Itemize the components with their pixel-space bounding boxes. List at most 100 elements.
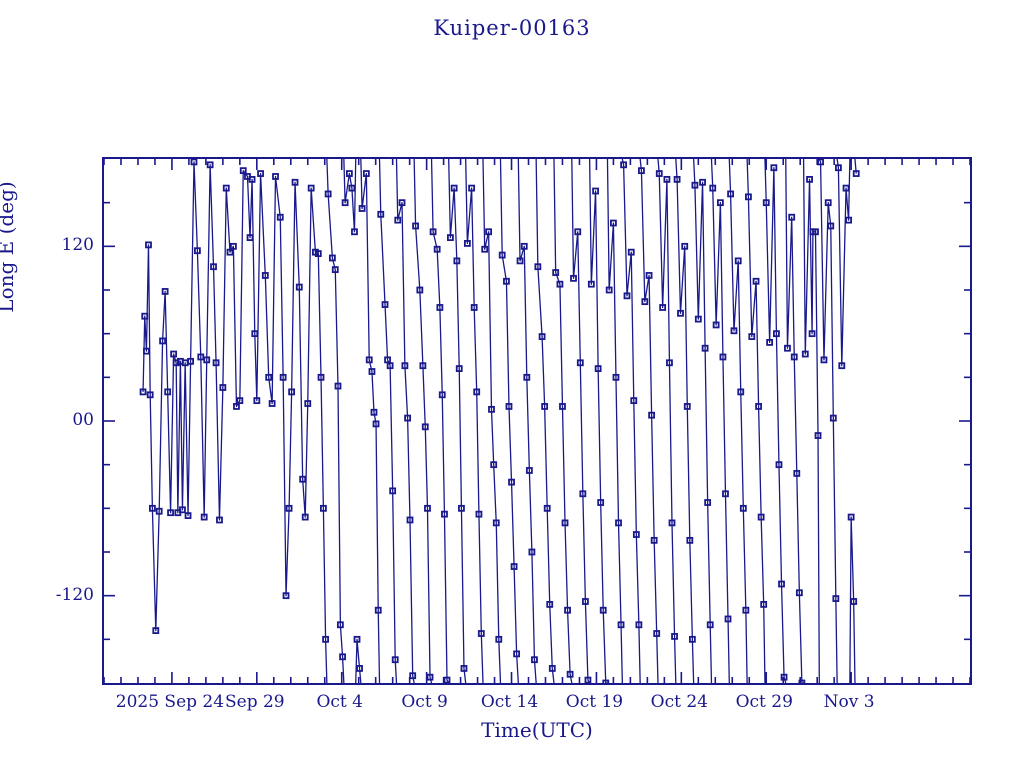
data-point-marker — [295, 283, 303, 291]
series-long-e — [142, 159, 857, 683]
data-point-marker — [719, 353, 727, 361]
data-point-marker — [307, 184, 315, 192]
data-point-marker — [409, 672, 417, 680]
data-point-marker — [845, 216, 852, 224]
data-point-marker — [433, 245, 441, 253]
data-point-marker — [143, 347, 150, 355]
data-point-marker — [477, 630, 485, 637]
data-point-marker — [475, 510, 483, 518]
data-point-marker — [757, 513, 765, 521]
data-point-marker — [510, 563, 518, 570]
data-point-marker — [498, 251, 506, 259]
data-point-marker — [206, 161, 214, 169]
data-point-marker — [627, 248, 635, 256]
data-point-marker — [485, 228, 493, 236]
data-point-marker — [370, 408, 378, 416]
data-point-marker — [458, 504, 465, 512]
data-point-marker — [812, 228, 819, 236]
data-point-marker — [835, 164, 842, 172]
data-point-marker — [495, 635, 503, 643]
data-point-marker — [212, 359, 220, 367]
data-point-marker — [648, 411, 656, 419]
data-point-marker — [377, 210, 385, 218]
data-point-marker — [602, 679, 610, 683]
data-point-marker — [184, 512, 192, 520]
data-point-marker — [216, 516, 223, 524]
data-point-marker — [412, 222, 419, 230]
data-point-marker — [722, 490, 729, 498]
data-point-marker — [222, 184, 230, 192]
data-point-marker — [752, 277, 760, 285]
series-line-segment — [764, 159, 787, 683]
data-point-marker — [470, 304, 478, 311]
data-point-marker — [406, 516, 414, 524]
data-point-marker — [724, 615, 732, 623]
series-line-segment — [378, 159, 398, 683]
data-point-marker — [421, 423, 429, 431]
data-point-marker — [460, 665, 468, 672]
data-point-marker — [322, 635, 329, 643]
data-point-marker — [734, 257, 742, 265]
series-markers — [139, 159, 860, 683]
data-point-marker — [650, 536, 658, 544]
y-tick-label: -120 — [55, 584, 94, 605]
series-line-segment — [621, 159, 641, 683]
x-tick-label: Oct 24 — [650, 692, 708, 712]
data-point-marker — [755, 403, 762, 410]
x-tick-label: Oct 9 — [401, 692, 448, 712]
data-point-marker — [534, 263, 542, 271]
series-line-segment — [571, 159, 591, 683]
series-line-segment — [657, 159, 677, 683]
series-line-segment — [535, 159, 555, 683]
data-point-marker — [820, 356, 828, 364]
data-point-marker — [739, 504, 747, 512]
data-point-marker — [488, 405, 495, 413]
data-point-marker — [581, 598, 589, 605]
series-line-segment — [553, 159, 573, 683]
data-point-marker — [328, 254, 336, 262]
data-point-marker — [659, 304, 667, 311]
data-point-marker — [694, 315, 702, 323]
data-point-marker — [358, 205, 366, 212]
data-point-marker — [374, 606, 382, 614]
series-line-segment — [639, 159, 659, 683]
data-point-marker — [592, 187, 599, 195]
series-line-segment — [482, 159, 502, 683]
series-line-segment — [355, 638, 362, 683]
series-line-segment — [499, 159, 519, 683]
data-point-marker — [148, 504, 156, 512]
data-point-marker — [299, 475, 307, 483]
data-point-marker — [450, 184, 458, 192]
data-point-marker — [348, 184, 356, 192]
data-point-marker — [597, 499, 605, 506]
data-point-marker — [760, 600, 768, 608]
data-point-marker — [847, 513, 855, 521]
series-line-segment — [588, 159, 608, 683]
data-point-marker — [513, 650, 521, 658]
data-point-marker — [389, 487, 397, 495]
data-point-marker — [236, 397, 244, 405]
x-tick-label: Oct 14 — [480, 692, 539, 712]
data-point-marker — [599, 606, 607, 614]
data-point-marker — [566, 670, 574, 678]
data-point-marker — [638, 167, 645, 175]
data-point-marker — [436, 304, 444, 311]
data-point-marker — [748, 333, 756, 340]
series-line-segment — [465, 159, 484, 683]
data-point-marker — [301, 513, 309, 521]
data-point-marker — [345, 170, 353, 177]
data-point-marker — [546, 600, 554, 608]
data-point-marker — [632, 531, 640, 538]
x-tick-label: Oct 4 — [316, 692, 363, 712]
data-point-marker — [314, 250, 322, 258]
data-point-marker — [291, 178, 299, 186]
data-point-marker — [248, 175, 256, 183]
data-point-marker — [391, 656, 399, 664]
data-point-marker — [635, 621, 643, 629]
data-point-marker — [319, 504, 327, 512]
data-point-marker — [730, 327, 738, 335]
data-point-marker — [817, 159, 824, 166]
data-point-marker — [842, 184, 850, 192]
series-line-segment — [142, 161, 328, 683]
x-tick-label: Oct 19 — [565, 692, 624, 712]
